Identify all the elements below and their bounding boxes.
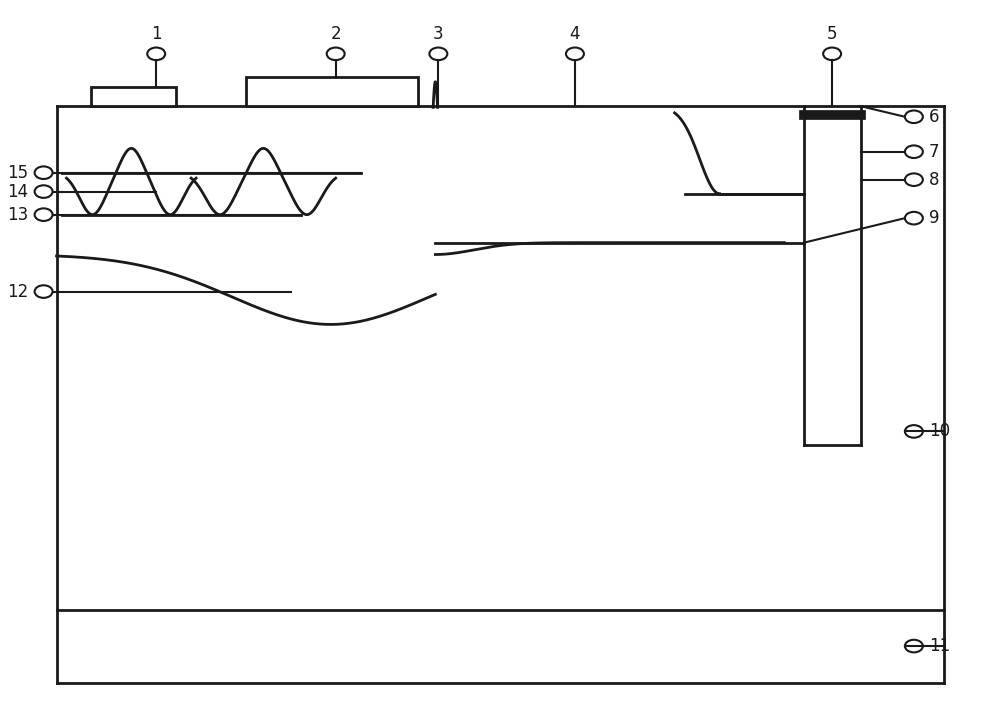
Text: 7: 7 (929, 143, 939, 161)
Text: 12: 12 (7, 283, 29, 300)
Text: 2: 2 (330, 25, 341, 44)
Text: 6: 6 (929, 108, 939, 126)
Text: 9: 9 (929, 209, 939, 227)
Text: 5: 5 (827, 25, 837, 44)
Text: 3: 3 (433, 25, 444, 44)
Bar (246, 77, 418, 106)
Text: 14: 14 (8, 183, 29, 201)
Text: 11: 11 (929, 637, 950, 655)
Text: 10: 10 (929, 423, 950, 440)
Text: 8: 8 (929, 171, 939, 189)
Text: 4: 4 (570, 25, 580, 44)
Text: 15: 15 (8, 164, 29, 182)
Text: 13: 13 (7, 206, 29, 224)
Text: 1: 1 (151, 25, 162, 44)
Bar (91, 86, 176, 106)
